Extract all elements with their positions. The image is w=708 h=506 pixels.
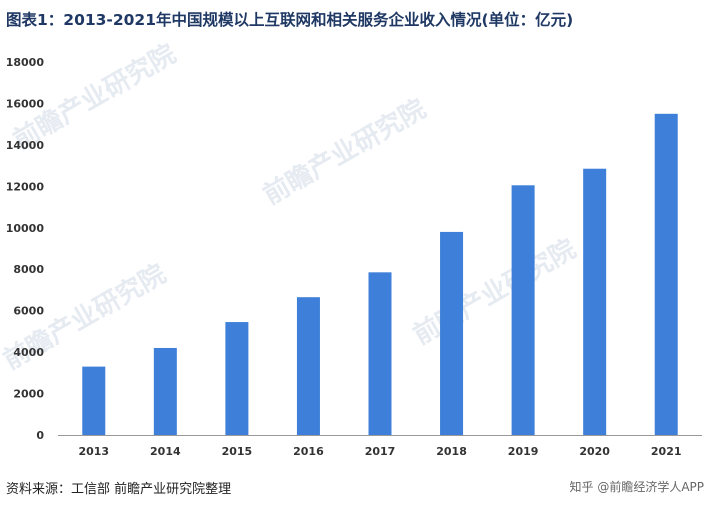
x-tick-label: 2019	[508, 445, 539, 458]
chart-title: 图表1：2013-2021年中国规模以上互联网和相关服务企业收入情况(单位：亿元…	[6, 11, 574, 29]
bar-2021	[654, 113, 678, 436]
x-tick-label: 2018	[436, 445, 467, 458]
bars-group	[82, 113, 678, 436]
y-tick-label: 16000	[6, 97, 45, 110]
x-tick-label: 2020	[579, 445, 610, 458]
bar-2020	[583, 168, 607, 435]
bar-2015	[225, 322, 249, 435]
y-axis: 0 2000 4000 6000 8000 10000 12000 14000 16000 180…	[6, 56, 45, 442]
x-tick-label: 2015	[222, 445, 253, 458]
credit-note: 知乎 @前瞻经济学人APP	[569, 480, 705, 494]
x-axis-labels: 2013 2014 2015 2016 2017 2018 2019 2020 2021	[78, 445, 681, 458]
y-tick-label: 10000	[6, 222, 45, 235]
bar-2017	[368, 272, 392, 435]
bar-2014	[153, 347, 177, 435]
watermark-2: 前瞻产业研究院	[258, 93, 431, 211]
y-tick-label: 4000	[13, 346, 44, 359]
source-note: 资料来源：工信部 前瞻产业研究院整理	[6, 482, 232, 497]
bar-2018	[440, 231, 464, 435]
x-tick-label: 2014	[150, 445, 181, 458]
x-tick-label: 2013	[78, 445, 109, 458]
y-tick-label: 18000	[6, 56, 45, 69]
y-tick-label: 8000	[13, 263, 44, 276]
watermark-layer: 前瞻产业研究院 前瞻产业研究院 前瞻产业研究院 前瞻产业研究院	[0, 38, 581, 376]
x-tick-label: 2017	[365, 445, 396, 458]
y-tick-label: 6000	[13, 305, 44, 318]
bar-2013	[82, 366, 106, 435]
y-tick-label: 14000	[6, 139, 45, 152]
y-tick-label: 0	[36, 429, 44, 442]
bar-2019	[511, 185, 535, 435]
watermark-4: 前瞻产业研究院	[408, 233, 581, 351]
x-tick-label: 2021	[651, 445, 682, 458]
y-tick-label: 2000	[13, 388, 44, 401]
x-tick-label: 2016	[293, 445, 324, 458]
y-tick-label: 12000	[6, 180, 45, 193]
bar-2016	[296, 297, 320, 435]
